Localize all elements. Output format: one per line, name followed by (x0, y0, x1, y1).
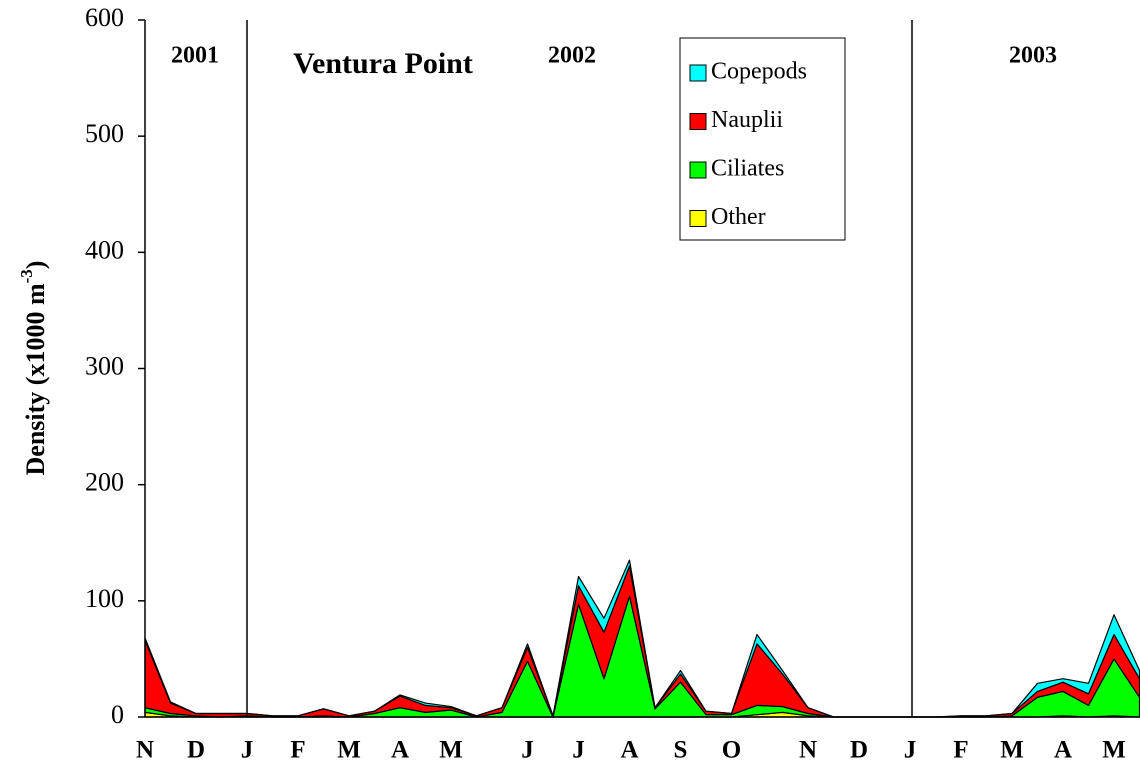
legend-label: Ciliates (711, 156, 784, 182)
x-tick-label: A (1054, 737, 1072, 764)
x-tick-label: M (337, 737, 361, 764)
x-tick-label: N (799, 737, 817, 764)
legend-label: Other (711, 204, 766, 230)
x-tick-label: J (904, 737, 917, 764)
x-tick-label: J (572, 737, 585, 764)
legend-swatch (689, 210, 707, 227)
y-tick-label: 500 (85, 119, 124, 148)
y-tick-label: 300 (85, 351, 124, 380)
x-tick-label: M (1000, 737, 1024, 764)
x-tick-label: F (290, 737, 305, 764)
legend-box (679, 37, 846, 241)
x-tick-label: M (1102, 737, 1126, 764)
y-axis-label: Density (x1000 m-3) (17, 261, 50, 476)
x-tick-label: J (241, 737, 254, 764)
x-tick-label: N (136, 737, 154, 764)
chart-title: Ventura Point (293, 47, 473, 80)
y-tick-label: 0 (111, 700, 124, 729)
x-tick-label: A (391, 737, 409, 764)
legend-swatch (689, 161, 707, 179)
y-label-suffix: ) (21, 261, 50, 270)
year-label: 2003 (1009, 43, 1057, 69)
y-label-text: Density (x1000 m (21, 283, 50, 475)
y-tick-label: 400 (85, 235, 124, 264)
legend-swatch (689, 64, 707, 82)
area (144, 595, 1140, 718)
y-tick-label: 600 (85, 3, 124, 32)
y-tick-label: 200 (85, 468, 124, 497)
x-tick-label: O (722, 737, 741, 764)
year-label: 2001 (171, 43, 219, 69)
x-tick-label: A (620, 737, 638, 764)
x-tick-label: S (674, 737, 688, 764)
y-label-superscript: -3 (17, 269, 36, 283)
x-tick-label: M (439, 737, 463, 764)
plot-area (144, 559, 1140, 718)
legend-swatch (689, 113, 707, 130)
x-tick-label: J (521, 737, 534, 764)
y-tick-label: 100 (85, 584, 124, 613)
legend-label: Nauplii (711, 107, 783, 133)
x-tick-label: F (953, 737, 968, 764)
legend-label: Copepods (711, 59, 807, 85)
x-tick-label: D (187, 737, 205, 764)
year-label: 2002 (548, 43, 596, 69)
x-tick-label: D (850, 737, 868, 764)
